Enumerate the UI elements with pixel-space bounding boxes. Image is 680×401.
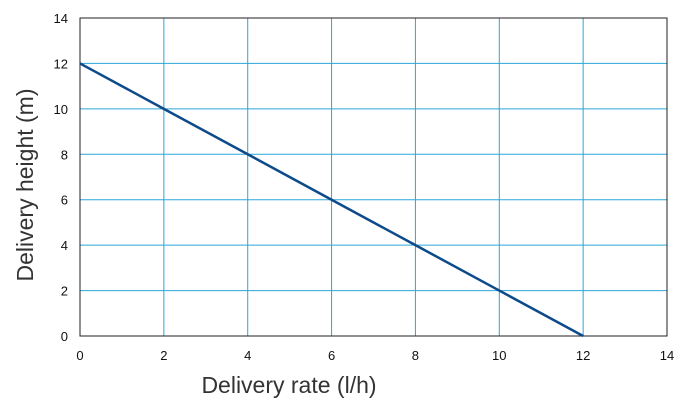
y-axis-title: Delivery height (m) (12, 89, 38, 282)
y-tick-label: 10 (54, 102, 68, 117)
series-layer (79, 62, 584, 338)
y-tick-label: 14 (54, 11, 68, 26)
x-tick-label: 14 (660, 348, 674, 363)
y-tick-label: 6 (61, 193, 68, 208)
x-tick-label: 6 (328, 348, 335, 363)
plot-frame (79, 17, 668, 337)
x-tick-label: 10 (492, 348, 506, 363)
x-tick-label: 8 (412, 348, 419, 363)
y-tick-label: 4 (61, 238, 68, 253)
y-tick-label: 2 (61, 284, 68, 299)
y-tick-label: 0 (61, 329, 68, 344)
x-tick-label: 0 (76, 348, 83, 363)
y-tick-label: 12 (54, 56, 68, 71)
y-tick-label: 8 (61, 147, 68, 162)
grid (80, 18, 667, 336)
y-tick-labels: 0 2 4 6 8 10 12 14 (54, 11, 68, 344)
x-tick-label: 4 (244, 348, 251, 363)
x-tick-label: 12 (576, 348, 590, 363)
x-axis-title: Delivery rate (l/h) (201, 372, 376, 398)
series-line (79, 62, 584, 338)
x-tick-label: 2 (160, 348, 167, 363)
x-tick-labels: 0 2 4 6 8 10 12 14 (76, 348, 674, 363)
